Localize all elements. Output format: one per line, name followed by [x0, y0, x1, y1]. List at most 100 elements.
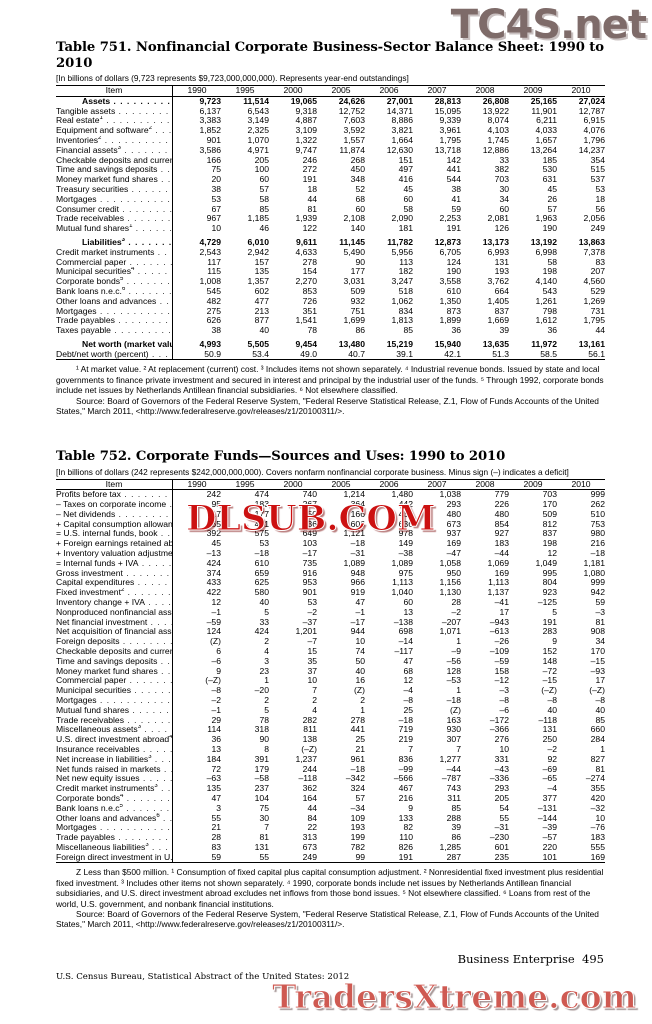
table-cell-value: 28,813: [413, 95, 461, 107]
table-cell-value: 190: [542, 223, 557, 234]
table-cell-value: 40: [547, 704, 557, 715]
table-cell-value: 13,264: [530, 144, 557, 155]
table-cell-value: 19,065: [269, 95, 317, 107]
table-cell-value: 9,747: [295, 144, 317, 155]
table-row: Corporate bonds4 . . . . . . . . . . . .…: [56, 793, 605, 804]
footnote-marker: 4: [131, 267, 135, 273]
table-752-body: Profits before tax . . . . . . . . . . .…: [56, 489, 605, 864]
table-751-footnotes: ¹ At market value. ² At replacement (cur…: [56, 364, 604, 416]
table-cell-value: 131: [254, 841, 269, 852]
table-row: Mortgages . . . . . . . . . . . . . . . …: [56, 306, 605, 317]
row-label: Miscellaneous assets3 . . . . . . . . . …: [56, 725, 173, 735]
table-cell-value: 169: [557, 852, 605, 864]
table-cell-value: 14,237: [578, 144, 605, 155]
table-cell-value: 3,586: [172, 145, 221, 156]
table-cell-value: 1,201: [295, 626, 317, 637]
table-cell-value: 283: [542, 626, 557, 637]
table-cell-value: 45: [403, 183, 413, 194]
table-cell-value: 169: [494, 567, 509, 578]
table-cell-value: 58: [259, 193, 269, 204]
table-cell-value: 4,560: [583, 276, 605, 287]
footnote-marker: 6: [156, 813, 160, 819]
table-cell-value: 18: [595, 193, 605, 204]
table-752-head: Item 1990 1995 2000 2005 2006 2007 2008 …: [56, 478, 605, 491]
row-label: + Capital consumption allowance1 . . . .: [56, 519, 173, 529]
table-cell-value: 78: [259, 714, 269, 725]
table-row: Mutual fund shares . . . . . . . . . . .…: [56, 704, 605, 716]
table-752: Item 1990 1995 2000 2005 2006 2007 2008 …: [56, 478, 605, 864]
table-cell-value: 26: [547, 193, 557, 204]
row-label: Real estate1 . . . . . . . . . . . . . .…: [56, 116, 173, 126]
table-cell-value: –8: [403, 695, 413, 706]
table-cell-value: 152: [542, 646, 557, 657]
table-cell-value: 90: [259, 734, 269, 745]
table-cell-value: 16: [355, 675, 365, 686]
table-cell-value: 53: [172, 194, 221, 205]
table-cell-value: –118: [538, 714, 557, 725]
table-cell-value: 33: [499, 154, 509, 165]
table-cell-value: 450: [350, 164, 365, 175]
table-cell-value: –4: [547, 783, 557, 794]
table-row: Commercial paper . . . . . . . . . . . .…: [56, 257, 605, 268]
table-cell-value: 22: [307, 822, 317, 833]
table-cell-value: 199: [350, 832, 365, 843]
table-cell-value: 703: [494, 174, 509, 185]
column-header-year: 2008: [461, 85, 509, 97]
table-row: Assets . . . . . . . . . . . . . . . . .…: [56, 95, 605, 107]
leader-dots: . . . . . . . . . . . . . . . . . . . . …: [114, 326, 172, 336]
row-label: Equipment and software2 . . . . . . . . …: [56, 126, 173, 136]
table-cell-value: –787: [441, 773, 461, 784]
column-header-item: Item: [56, 478, 173, 491]
table-cell-value: 163: [446, 714, 461, 725]
table-cell-value: 2,081: [487, 213, 509, 224]
table-cell-value: 55: [499, 812, 509, 823]
row-label: Mutual fund shares1 . . . . . . . . . . …: [56, 224, 173, 234]
table-cell-value: –76: [590, 822, 605, 833]
table-cell-value: 659: [254, 567, 269, 578]
leader-dots: . . . . . . . . . . . . . . . . . .: [129, 676, 173, 686]
leader-dots: . . . . . . . . . . . . . . . . . . . .: [126, 277, 173, 287]
table-cell-value: 1,214: [317, 489, 365, 500]
table-row: Inventories2 . . . . . . . . . . . . . .…: [56, 135, 605, 146]
table-cell-value: (–Z): [589, 685, 605, 696]
table-cell-value: 124: [172, 627, 221, 638]
leader-dots: . . . . . . . . . . . . . . . . . .: [128, 286, 173, 296]
table-cell-value: 85: [259, 203, 269, 214]
table-cell-value: 246: [302, 154, 317, 165]
table-cell-value: –274: [585, 773, 605, 784]
table-cell-value: 126: [494, 223, 509, 234]
row-label: Net new equity issues . . . . . . . . . …: [56, 774, 173, 784]
table-cell-value: 13,192: [530, 236, 557, 247]
leader-dots: . . . . . . . . . . . . . .: [134, 686, 172, 696]
table-cell-value: 8,074: [487, 115, 509, 126]
table-cell-value: 135: [254, 266, 269, 277]
table-cell-value: 44: [307, 193, 317, 204]
table-cell-value: 944: [350, 626, 365, 637]
table-row: Bank loans n.e.c5 . . . . . . . . . . . …: [56, 803, 605, 814]
table-cell-value: 149: [398, 538, 413, 549]
table-cell-value: 262: [590, 499, 605, 510]
table-cell-value: 719: [398, 724, 413, 735]
row-label: – Net dividends . . . . . . . . . . . . …: [56, 510, 173, 520]
leader-dots: . . . . . . . . . . .: [142, 745, 173, 755]
table-cell-value: 41: [451, 193, 461, 204]
row-label: Money market fund shares . . . . . . . .…: [56, 175, 173, 185]
table-cell-value: 510: [590, 508, 605, 519]
table-cell-value: 1,130: [439, 587, 461, 598]
table-cell-value: 183: [590, 832, 605, 843]
leader-dots: . . . . . . . . . . . . .: [142, 774, 173, 784]
table-cell-value: 138: [302, 734, 317, 745]
table-cell-value: 6,915: [583, 115, 605, 126]
table-cell-value: 1,541: [295, 315, 317, 326]
table-row: Liabilities3 . . . . . . . . . . . . . .…: [56, 236, 605, 248]
table-cell-value: 39: [451, 822, 461, 833]
table-cell-value: –43: [494, 763, 509, 774]
table-cell-value: 30: [259, 812, 269, 823]
table-cell-value: 4,993: [172, 339, 221, 350]
table-cell-value: 391: [254, 753, 269, 764]
table-cell-value: 948: [350, 567, 365, 578]
leader-dots: . . . . . . . . . . . . . . . . . . . . …: [118, 316, 172, 326]
table-cell-value: 575: [254, 528, 269, 539]
table-cell-value: 75: [172, 165, 221, 175]
table-cell-value: 544: [446, 174, 461, 185]
